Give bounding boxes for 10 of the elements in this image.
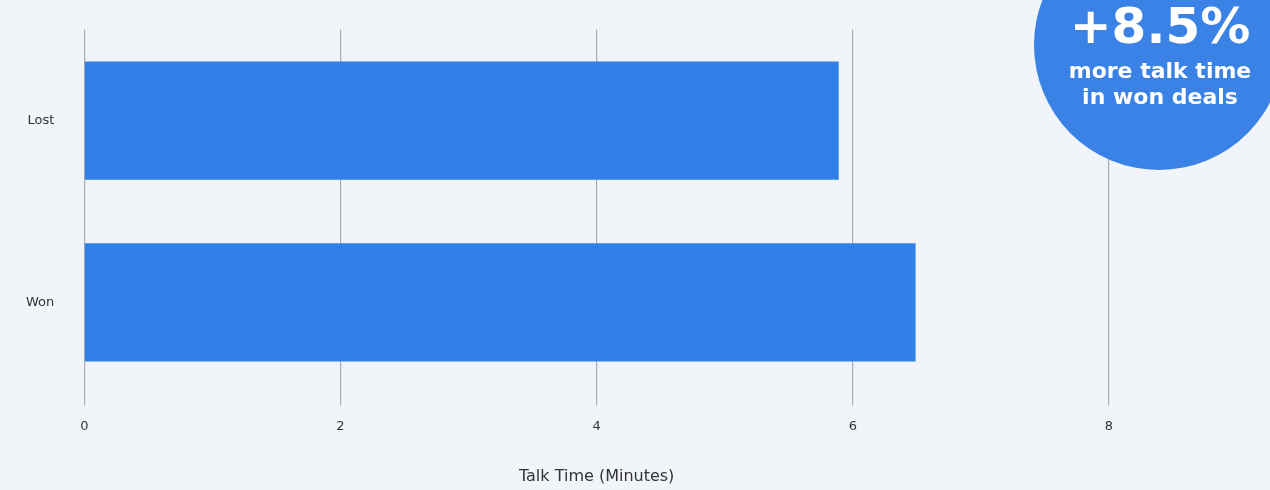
x-tick-label: 0 [80, 418, 89, 434]
x-tick-label: 4 [592, 418, 601, 434]
annotation: +8.5% [1068, 0, 1252, 55]
annotation: more talk time in won deals [1067, 58, 1253, 110]
x-tick-label: 2 [336, 418, 345, 434]
x-tick-label: 6 [848, 418, 857, 434]
y-tick-label: Won [25, 293, 55, 309]
y-tick-label: Lost [27, 112, 55, 128]
x-axis-title: Talk Time (Minutes) [517, 465, 675, 485]
x-tick-label: 8 [1104, 418, 1114, 434]
